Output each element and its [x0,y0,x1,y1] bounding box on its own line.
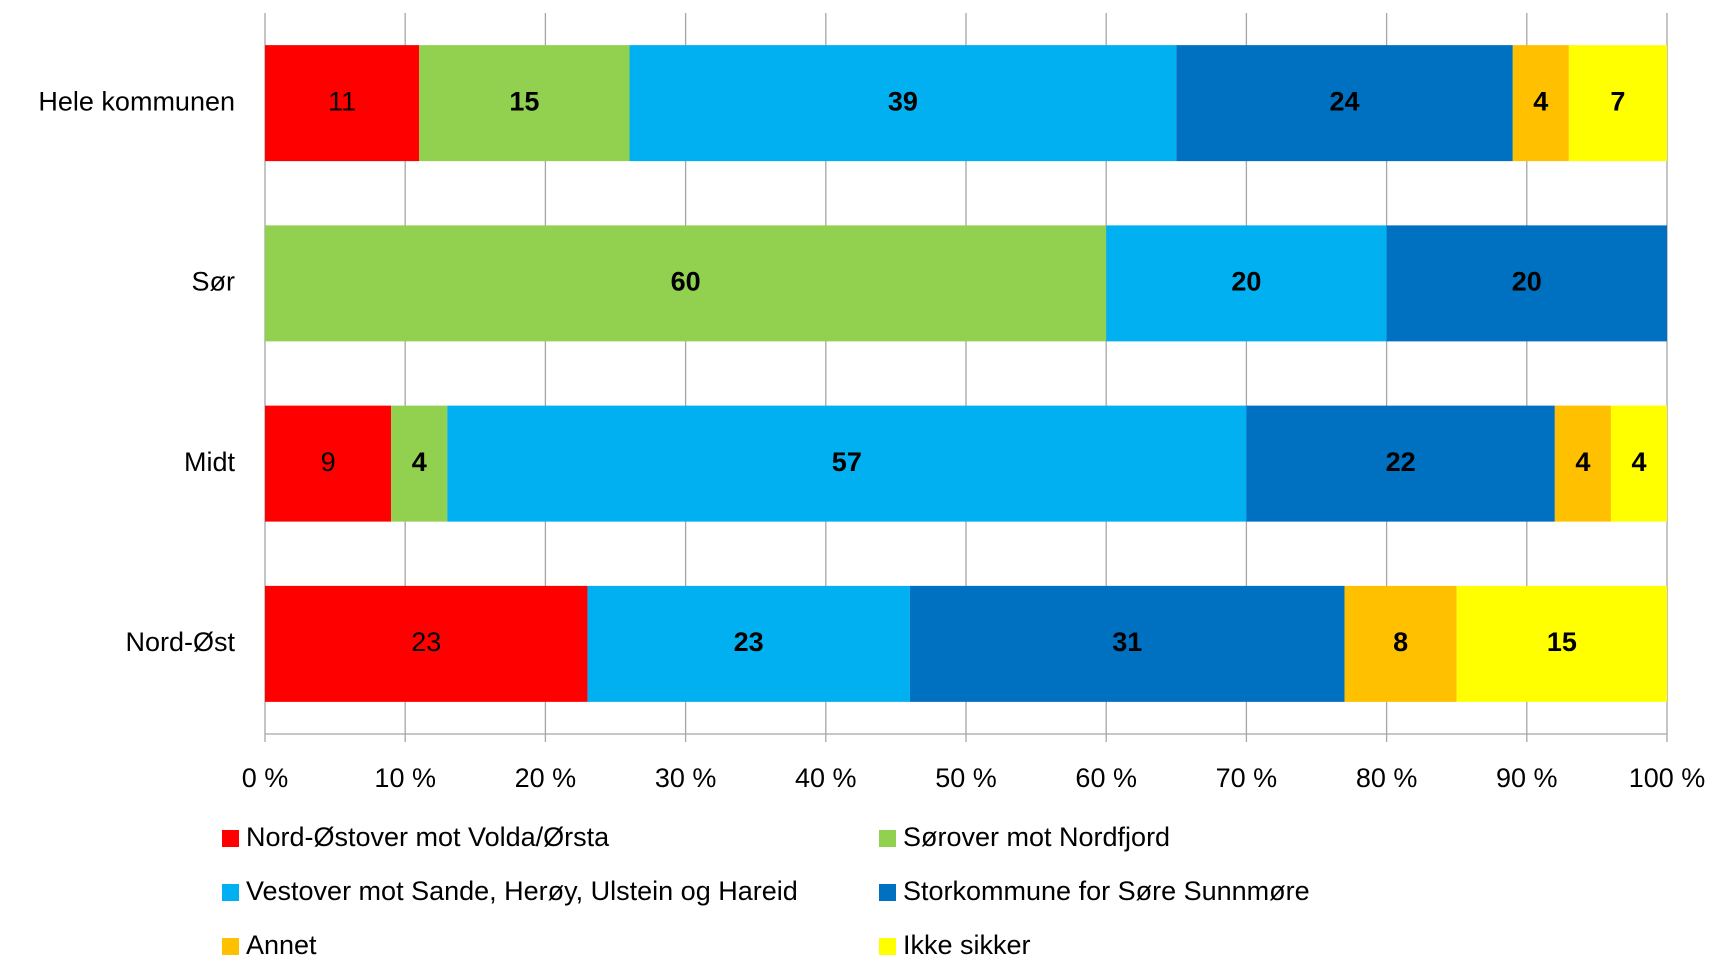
bar-segment [1386,225,1667,342]
data-label: 4 [1575,447,1590,477]
bar-segment [1512,45,1569,162]
bar-segment [1246,405,1555,522]
legend-swatch [222,830,239,847]
x-tick-label: 100 % [1629,763,1706,793]
bar-segment [265,585,588,702]
bar-segment [265,225,1107,342]
bar-segment [1344,585,1457,702]
legend-label: Vestover mot Sande, Herøy, Ulstein og Ha… [246,876,798,906]
bar-segment [391,405,448,522]
data-label: 15 [1547,627,1577,657]
data-label: 7 [1610,86,1625,116]
data-label: 39 [888,86,918,116]
data-label: 11 [328,86,356,116]
data-label: 23 [734,627,764,657]
bar-segment [265,405,392,522]
bar-segment [1176,45,1513,162]
data-label: 24 [1330,86,1360,116]
y-tick-label: Midt [184,447,236,477]
bar-segment [587,585,910,702]
x-tick-label: 80 % [1356,763,1418,793]
legend-swatch [879,830,896,847]
data-label: 57 [832,447,862,477]
data-label: 60 [671,267,701,297]
x-tick-label: 10 % [374,763,436,793]
data-label: 20 [1512,267,1542,297]
bar-segment [1568,45,1667,162]
x-tick-label: 90 % [1496,763,1558,793]
bar-segment [265,45,420,162]
x-tick-label: 60 % [1075,763,1137,793]
y-tick-label: Sør [192,267,236,297]
bar-segment [909,585,1345,702]
x-tick-label: 30 % [655,763,717,793]
legend-swatch [879,938,896,955]
legend-label: Nord-Østover mot Volda/Ørsta [246,822,610,852]
y-tick-label: Nord-Øst [125,627,235,657]
x-tick-label: 20 % [515,763,577,793]
bar-segment [1106,225,1387,342]
data-label: 4 [412,447,427,477]
legend-label: Ikke sikker [903,930,1031,960]
legend-label: Sørover mot Nordfjord [903,822,1170,852]
x-tick-label: 40 % [795,763,857,793]
data-label: 20 [1231,267,1261,297]
legend-swatch [222,938,239,955]
x-tick-label: 70 % [1216,763,1278,793]
data-label: 31 [1112,627,1142,657]
legend-swatch [879,884,896,901]
y-tick-label: Hele kommunen [38,86,235,116]
bar-segment [1610,405,1667,522]
bar-segment [447,405,1247,522]
data-label: 9 [321,447,336,477]
data-label: 23 [411,627,441,657]
x-tick-label: 0 % [242,763,289,793]
data-label: 8 [1393,627,1408,657]
data-label: 4 [1631,447,1646,477]
bar-segment [1554,405,1611,522]
legend-label: Annet [246,930,317,960]
legend-swatch [222,884,239,901]
x-tick-label: 50 % [935,763,997,793]
legend-label: Storkommune for Søre Sunnmøre [903,876,1310,906]
data-label: 15 [509,86,539,116]
bar-segment [1456,585,1667,702]
data-label: 22 [1386,447,1416,477]
bar-segment [419,45,630,162]
data-label: 4 [1533,86,1548,116]
bar-segment [629,45,1177,162]
